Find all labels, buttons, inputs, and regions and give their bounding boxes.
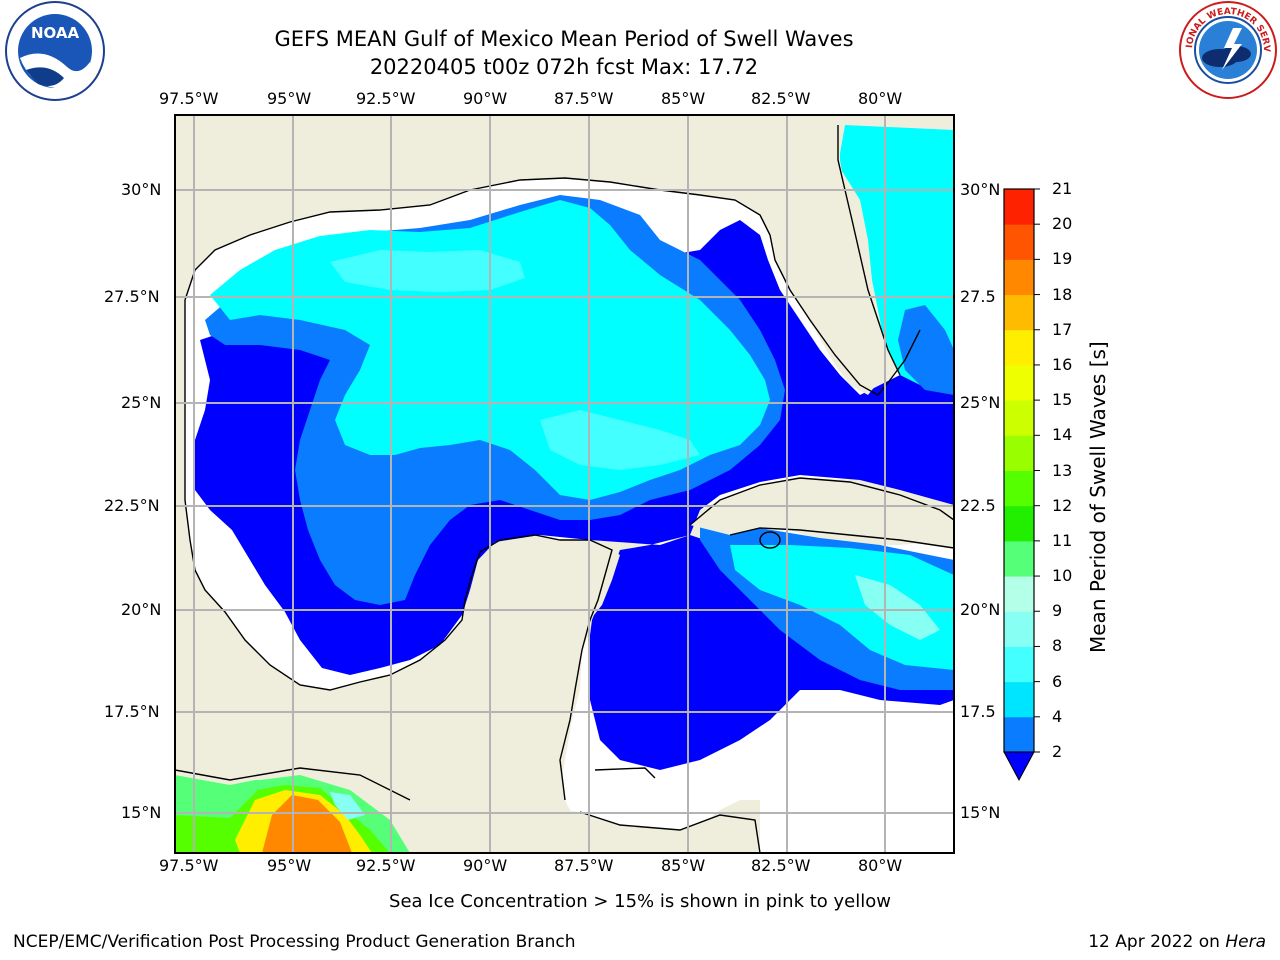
lat-label-right: 20°N <box>960 600 1001 619</box>
lon-label-top: 90°W <box>463 89 508 108</box>
colorbar-tick-label: 8 <box>1052 636 1063 656</box>
map-layer <box>175 115 954 853</box>
colorbar-step <box>1004 611 1034 647</box>
lat-label-left: 25°N <box>121 393 162 412</box>
colorbar-title: Mean Period of Swell Waves [s] <box>1086 341 1110 653</box>
colorbar-tick-label: 6 <box>1052 671 1063 691</box>
lon-label-bottom: 82.5°W <box>751 856 811 875</box>
colorbar-tick-label: 19 <box>1052 249 1073 269</box>
caribbean-region-8 <box>855 575 940 640</box>
credit-date: 12 Apr 2022 on <box>1088 932 1226 952</box>
lon-label-bottom: 90°W <box>463 856 508 875</box>
colorbar-tick-label: 18 <box>1052 284 1073 304</box>
lon-label-bottom: 85°W <box>661 856 706 875</box>
lon-label-bottom: 80°W <box>858 856 903 875</box>
lon-label-top: 87.5°W <box>554 89 614 108</box>
lat-label-left: 17.5°N <box>104 702 160 721</box>
colorbar-step <box>1004 435 1034 471</box>
lon-label-top: 95°W <box>267 89 312 108</box>
lat-label-left: 15°N <box>121 803 162 822</box>
pacific-region-orange <box>262 795 352 853</box>
us-land <box>175 115 954 320</box>
colorbar-step <box>1004 576 1034 612</box>
colorbar-underflow-triangle <box>1003 751 1035 782</box>
colorbar-step <box>1004 294 1034 331</box>
central-america-land <box>175 768 760 853</box>
lon-label-top: 97.5°W <box>159 89 219 108</box>
colorbar-step <box>1004 470 1034 507</box>
lon-label-bottom: 87.5°W <box>554 856 614 875</box>
colorbar-tick-label: 4 <box>1052 706 1063 726</box>
lat-label-right: 17.5 <box>960 702 996 721</box>
credit-right: 12 Apr 2022 on Hera <box>1088 932 1266 952</box>
lon-label-top: 80°W <box>858 89 903 108</box>
colorbar-step <box>1004 716 1034 753</box>
period-region-8 <box>330 250 525 292</box>
noaa-logo: NOAA <box>5 1 105 101</box>
map-frame <box>174 114 955 854</box>
colorbar-tick-label: 15 <box>1052 390 1073 410</box>
colorbar-tick-label: 16 <box>1052 354 1073 374</box>
colorbar-tick-label: 10 <box>1052 566 1073 586</box>
lat-label-right: 30°N <box>960 180 1001 199</box>
lon-label-bottom: 95°W <box>267 856 312 875</box>
sea-ice-note-text: Sea Ice Concentration > 15% is shown in … <box>389 891 891 912</box>
colorbar-tick-label: 9 <box>1052 601 1063 621</box>
chart-subtitle: 20220405 t00z 072h fcst Max: 17.72 <box>369 55 759 79</box>
gridlines <box>175 115 954 853</box>
colorbar-step <box>1004 681 1034 718</box>
credit-host: Hera <box>1225 932 1266 952</box>
lon-label-top: 92.5°W <box>356 89 416 108</box>
lat-label-left: 22.5°N <box>104 496 160 515</box>
colorbar-steps <box>1004 189 1034 753</box>
nws-logo: NATIONAL WEATHER SERVICE <box>1178 0 1277 99</box>
colorbar-step <box>1004 189 1034 225</box>
colorbar-tick-label: 11 <box>1052 530 1073 550</box>
atlantic-region-4 <box>898 305 954 395</box>
period-region-8b <box>540 410 700 470</box>
lat-label-left: 27.5°N <box>104 287 160 306</box>
yucatan-land <box>380 540 620 800</box>
sea-ice-note: Sea Ice Concentration > 15% is shown in … <box>0 891 1280 912</box>
colorbar-tick-label: 20 <box>1052 214 1073 234</box>
lon-label-top: 82.5°W <box>751 89 811 108</box>
colorbar-tick-label: 12 <box>1052 495 1073 515</box>
colorbar-labels: 2 4 6 8 9 10 11 12 13 14 15 16 17 18 19 20 21 <box>1052 0 1092 960</box>
coastlines <box>175 125 954 853</box>
colorbar-step <box>1004 505 1034 542</box>
credit-left: NCEP/EMC/Verification Post Processing Pr… <box>13 932 576 952</box>
noaa-logo-text: NOAA <box>31 24 80 42</box>
lat-label-right: 25°N <box>960 393 1001 412</box>
colorbar-ticks <box>1034 188 1040 753</box>
colorbar <box>1003 188 1040 782</box>
colorbar-tick-label: 13 <box>1052 460 1073 480</box>
colorbar-tick-label: 17 <box>1052 319 1073 339</box>
lat-label-right: 22.5 <box>960 496 996 515</box>
colorbar-tick-label: 2 <box>1052 742 1063 761</box>
lon-label-top: 85°W <box>661 89 706 108</box>
lon-label-bottom: 97.5°W <box>159 856 219 875</box>
lon-label-bottom: 92.5°W <box>356 856 416 875</box>
colorbar-tick-label: 21 <box>1052 179 1073 198</box>
colorbar-step <box>1004 224 1034 260</box>
lat-label-right: 27.5 <box>960 287 996 306</box>
colorbar-step <box>1004 400 1034 436</box>
lat-label-right: 15°N <box>960 803 1001 822</box>
colorbar-step <box>1004 329 1034 366</box>
lat-label-left: 20°N <box>121 600 162 619</box>
colorbar-tick-label: 14 <box>1052 425 1073 445</box>
colorbar-step <box>1004 364 1034 401</box>
chart-title: GEFS MEAN Gulf of Mexico Mean Period of … <box>274 27 854 51</box>
colorbar-step <box>1004 259 1034 296</box>
colorbar-step <box>1004 646 1034 683</box>
cuba-land <box>690 478 954 548</box>
colorbar-step <box>1004 540 1034 577</box>
lat-label-left: 30°N <box>121 180 162 199</box>
